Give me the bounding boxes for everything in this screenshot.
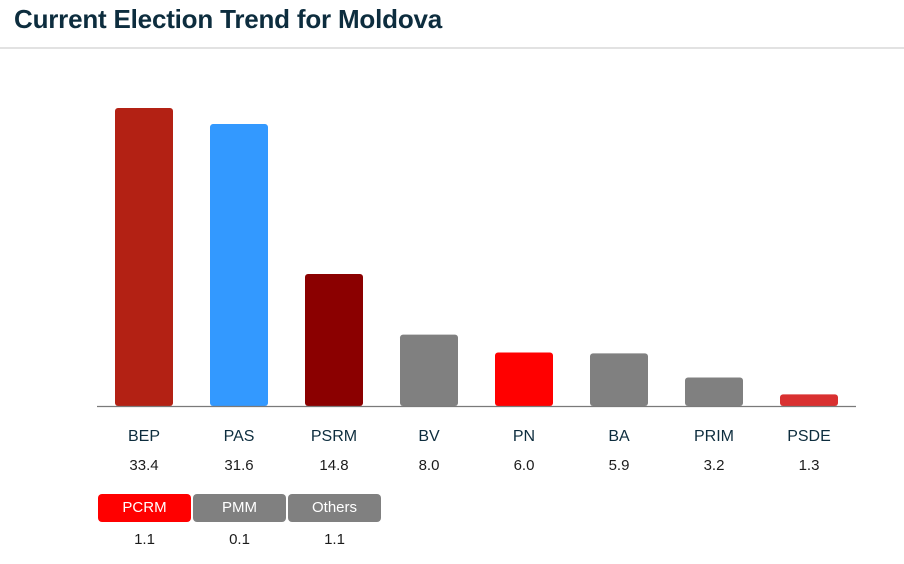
- small-party-value-pmm: 0.1: [229, 531, 250, 548]
- bar-label-bv: BV: [418, 428, 440, 445]
- title-divider: [0, 47, 904, 49]
- value-labels-group: 33.4 31.6 14.8 8.0 6.0 5.9 3.2 1.3: [129, 457, 819, 474]
- small-party-others: Others 1.1: [288, 494, 381, 548]
- bar-chart: BEP PAS PSRM BV PN BA PRIM PSDE 33.4 31.6 14.8 8.0…: [97, 108, 856, 474]
- bar-label-psrm: PSRM: [311, 428, 357, 445]
- bar-label-prim: PRIM: [694, 428, 734, 445]
- bar-value-psrm: 14.8: [319, 457, 348, 474]
- bar-value-bv: 8.0: [419, 457, 440, 474]
- bar-label-psde: PSDE: [787, 428, 831, 445]
- bar-label-pn: PN: [513, 428, 535, 445]
- small-party-badge-pmm: PMM: [193, 494, 286, 522]
- bar-value-psde: 1.3: [799, 457, 820, 474]
- category-labels-group: BEP PAS PSRM BV PN BA PRIM PSDE: [128, 428, 831, 445]
- small-party-value-pcrm: 1.1: [134, 531, 155, 548]
- bar-value-pn: 6.0: [514, 457, 535, 474]
- page-title: Current Election Trend for Moldova: [14, 4, 443, 34]
- small-party-value-others: 1.1: [324, 531, 345, 548]
- small-party-badge-pcrm: PCRM: [98, 494, 191, 522]
- bar-bep: [115, 108, 173, 406]
- bar-pas: [210, 124, 268, 407]
- bar-value-pas: 31.6: [224, 457, 253, 474]
- small-party-badge-others: Others: [288, 494, 381, 522]
- small-party-pmm: PMM 0.1: [193, 494, 286, 548]
- bar-value-prim: 3.2: [704, 457, 725, 474]
- bar-psrm: [305, 273, 363, 406]
- bar-label-pas: PAS: [224, 428, 255, 445]
- bar-bv: [400, 334, 458, 406]
- bar-prim: [685, 377, 743, 406]
- bar-psde: [780, 394, 838, 406]
- bar-label-bep: BEP: [128, 428, 160, 445]
- bar-label-ba: BA: [608, 428, 630, 445]
- bar-value-bep: 33.4: [129, 457, 158, 474]
- small-party-pcrm: PCRM 1.1: [98, 494, 191, 548]
- bar-ba: [590, 353, 648, 406]
- bar-value-ba: 5.9: [609, 457, 630, 474]
- bars-group: [115, 108, 838, 407]
- bar-pn: [495, 352, 553, 406]
